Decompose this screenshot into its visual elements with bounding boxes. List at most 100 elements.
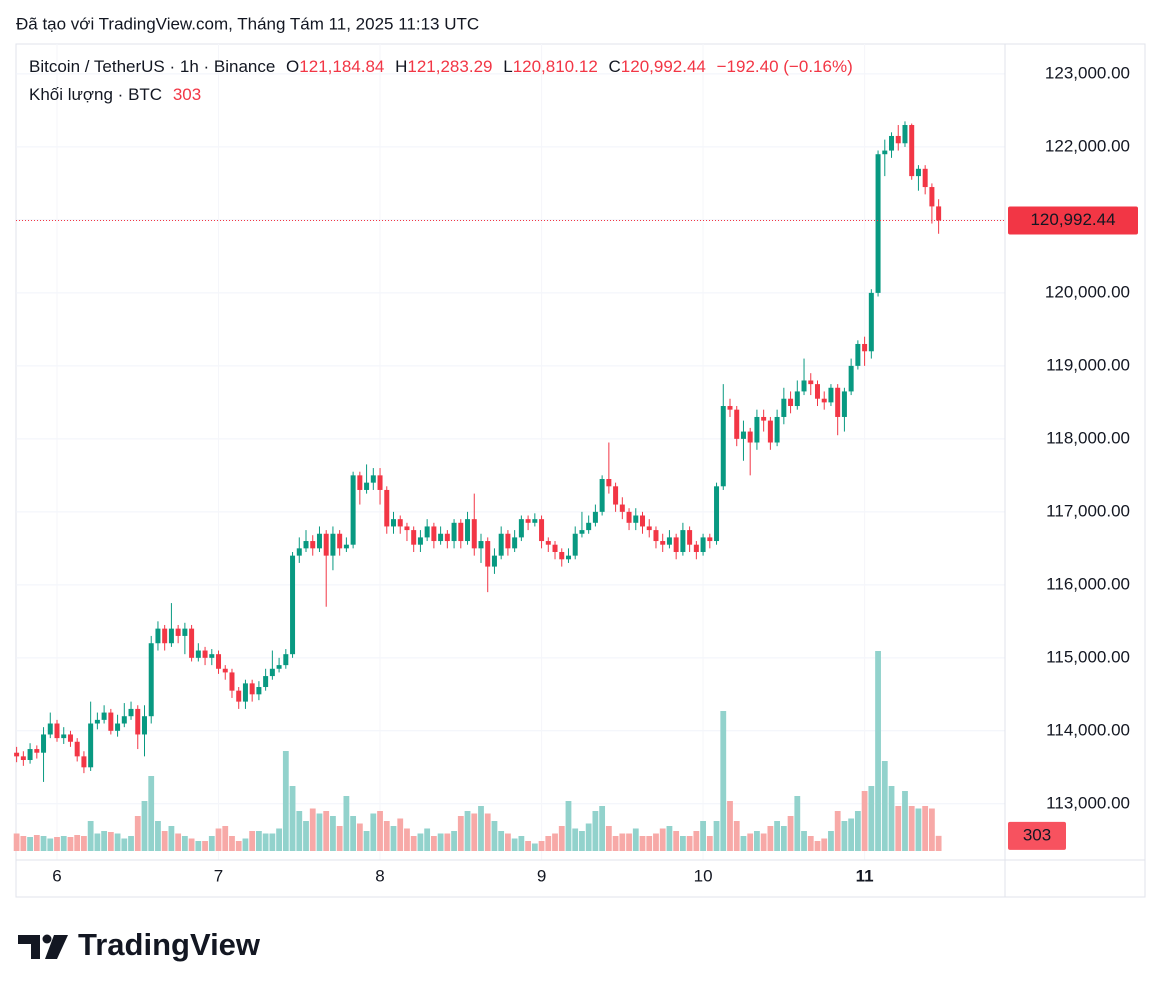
candle-body (377, 475, 383, 490)
candle-body (438, 533, 444, 542)
candle-body (364, 482, 370, 490)
candle-body (350, 475, 356, 545)
volume-bar (801, 831, 807, 851)
volume-bar (929, 808, 935, 851)
volume-bar (87, 821, 94, 851)
volume-bar (215, 828, 222, 851)
candle-body (316, 533, 322, 549)
candle-body (599, 479, 605, 512)
volume-bar (706, 836, 713, 851)
y-tick-label: 123,000.00 (1045, 63, 1130, 82)
volume-bar (592, 811, 599, 851)
candle-body (774, 416, 780, 443)
candle-body (465, 519, 471, 542)
volume-bar (40, 836, 47, 851)
volume-bar (895, 806, 902, 851)
volume-bar (430, 836, 437, 851)
candle-body (666, 537, 672, 545)
volume-bar (343, 796, 350, 851)
volume-bar (417, 833, 424, 851)
volume-bar (94, 833, 101, 851)
candle-body (626, 511, 632, 523)
candle-body (539, 519, 545, 542)
candle-body (525, 519, 531, 523)
candle-body (862, 343, 868, 352)
candle-body (545, 541, 551, 545)
x-tick-label: 11 (856, 866, 874, 885)
volume-bar (538, 841, 545, 851)
legend-volume-value: 303 (173, 85, 201, 104)
volume-bar (612, 836, 619, 851)
candle-body (141, 716, 147, 735)
candle-body (283, 654, 289, 666)
legend-h: H (395, 57, 407, 76)
candle-body (653, 530, 659, 542)
legend-close: 120,992.44 (621, 57, 706, 76)
candle-body (761, 416, 767, 421)
candle-body (707, 537, 713, 542)
volume-bar (457, 816, 464, 851)
candle-body (767, 420, 773, 443)
candle-body (747, 431, 753, 443)
volume-bar (148, 776, 155, 851)
volume-bar (20, 836, 27, 851)
candle-body (693, 544, 699, 552)
volume-bar (902, 791, 908, 851)
candle-body (532, 519, 538, 523)
volume-bar (208, 836, 215, 851)
candle-body (936, 206, 942, 221)
volume-bar (841, 821, 848, 851)
candle-body (828, 387, 834, 403)
last-price-tag (1008, 206, 1138, 235)
candle-body (370, 475, 376, 483)
candle-body (498, 533, 504, 556)
candle-body (922, 168, 928, 188)
candle-body (485, 541, 491, 567)
logo: TradingView (18, 927, 261, 962)
volume-bar (303, 821, 309, 851)
legend-low: 120,810.12 (513, 57, 598, 76)
candle-body (256, 687, 262, 695)
volume-bar (74, 835, 81, 851)
volume-bar (101, 831, 108, 851)
candle-body (323, 533, 329, 556)
volume-bar (854, 811, 861, 851)
volume-bar (107, 832, 114, 851)
candle-body (505, 533, 511, 549)
legend-symbol: Bitcoin / TetherUS · 1h · Binance (29, 57, 275, 76)
logo-dot (42, 934, 52, 944)
candle-body (673, 537, 679, 552)
candle-body (94, 719, 100, 724)
legend-volume: Khối lượng · BTC 303 (29, 85, 201, 104)
volume-bar (518, 836, 525, 851)
volume-bar (639, 836, 646, 851)
volume-bar (875, 651, 881, 851)
volume-bar (807, 836, 814, 851)
candle-body (269, 668, 275, 677)
candle-body (552, 544, 558, 552)
candle-body (249, 683, 255, 695)
candle-body (835, 387, 841, 417)
volume-bar (646, 836, 653, 851)
volume-bar (114, 833, 121, 851)
candle-body (14, 752, 20, 757)
candle-body (121, 716, 127, 724)
candle-body (794, 391, 800, 407)
candle-body (592, 511, 598, 523)
candle-body (781, 398, 787, 417)
volume-bar (202, 841, 208, 851)
candle-body (478, 541, 484, 549)
candle-body (242, 683, 248, 702)
volume-bar (619, 833, 626, 851)
candle-body (417, 537, 423, 545)
volume-bar (834, 811, 841, 851)
candle-body (613, 486, 619, 505)
volume-pane (13, 651, 942, 851)
candle-body (660, 541, 666, 545)
volume-bar (330, 816, 336, 851)
volume-bar (666, 826, 673, 851)
candle-body (915, 168, 921, 177)
legend-high: 121,283.29 (407, 57, 492, 76)
volume-bar (390, 826, 397, 851)
